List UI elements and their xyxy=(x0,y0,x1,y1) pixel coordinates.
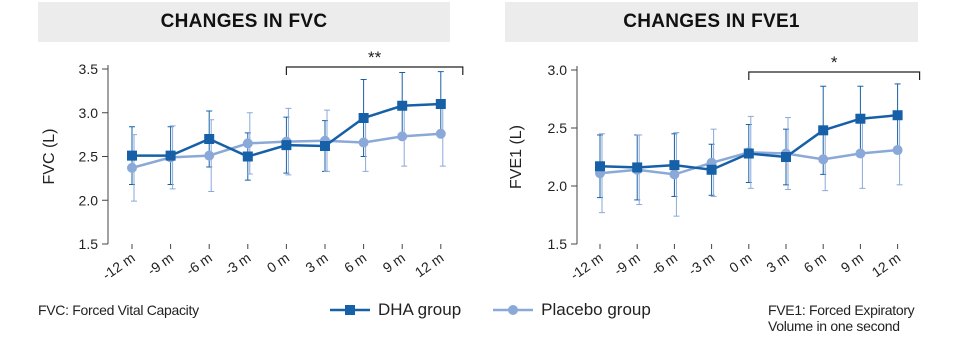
dha-data-point xyxy=(204,134,215,144)
x-tick-label: -9 m xyxy=(611,249,643,278)
x-tick-label: 6 m xyxy=(801,249,829,275)
x-tick-label: 3 m xyxy=(763,249,791,275)
placebo-data-point xyxy=(892,145,903,156)
dha-data-point xyxy=(706,164,717,175)
y-tick-label: 1.5 xyxy=(548,236,568,252)
placebo-data-point xyxy=(855,148,866,159)
y-tick-label: 3.0 xyxy=(79,105,99,121)
placebo-data-point xyxy=(435,128,446,139)
y-axis-label: FVE1 (L) xyxy=(508,125,525,189)
x-tick-label: 12 m xyxy=(869,249,904,280)
y-tick-label: 2.5 xyxy=(79,149,99,165)
dha-data-point xyxy=(818,125,829,136)
legend-label-placebo: Placebo group xyxy=(541,300,651,319)
placebo-data-point xyxy=(242,138,253,149)
y-axis-label: FVC (L) xyxy=(41,129,58,185)
y-tick-label: 1.5 xyxy=(79,236,99,252)
legend: DHA group Placebo group xyxy=(330,298,651,322)
x-tick-label: -12 m xyxy=(567,249,606,283)
placebo-legend-swatch xyxy=(493,305,534,315)
x-tick-label: 9 m xyxy=(838,249,866,275)
significance-bracket xyxy=(748,71,921,80)
fve1-chart: 1.5 2.0 2.5 3.0 FVE1 (L) -12 m -9 m -6 m -3 m 0 m… xyxy=(508,53,921,283)
placebo-data-point xyxy=(397,131,408,142)
legend-item-placebo: Placebo group xyxy=(493,300,651,320)
dha-data-point xyxy=(127,150,137,161)
dha-data-point xyxy=(281,140,292,151)
placebo-data-point xyxy=(669,169,680,180)
legend-label-dha: DHA group xyxy=(378,300,462,319)
dha-data-point xyxy=(595,161,605,172)
dha-data-point xyxy=(358,113,369,123)
dha-data-point xyxy=(320,141,330,151)
chart-title-fvc: CHANGES IN FVC xyxy=(38,2,450,42)
placebo-data-point xyxy=(358,137,369,148)
dha-data-point xyxy=(781,152,791,162)
significance-marker: * xyxy=(831,53,838,72)
footnote-fve1-line1: FVE1: Forced Expiratory xyxy=(768,302,915,318)
placebo-data-point xyxy=(204,150,215,161)
legend-item-dha: DHA group xyxy=(330,300,461,320)
x-tick-label: 0 m xyxy=(726,249,754,275)
dha-data-point xyxy=(242,151,253,162)
y-tick-label: 2.5 xyxy=(548,120,568,136)
dha-data-point xyxy=(743,148,754,159)
y-tick-label: 2.0 xyxy=(79,192,99,208)
chart-title-fve1: CHANGES IN FVE1 xyxy=(505,2,918,42)
placebo-data-point xyxy=(127,162,137,173)
significance-bracket xyxy=(285,66,464,75)
y-tick-label: 3.0 xyxy=(548,62,568,78)
dha-data-point xyxy=(435,99,446,109)
placebo-data-point xyxy=(818,154,829,165)
dha-data-point xyxy=(165,150,176,161)
footnote-fvc: FVC: Forced Vital Capacity xyxy=(38,302,199,318)
dha-data-point xyxy=(855,113,866,124)
significance-marker: ** xyxy=(368,48,382,67)
dha-data-point xyxy=(669,160,680,171)
y-tick-label: 2.0 xyxy=(548,178,568,194)
footnote-fve1-line2: Volume in one second xyxy=(768,318,900,334)
y-tick-label: 3.5 xyxy=(79,61,99,77)
dha-data-point xyxy=(397,100,408,111)
x-tick-label: -3 m xyxy=(685,249,717,278)
footnote-fve1: FVE1: Forced Expiratory Volume in one se… xyxy=(768,302,948,334)
dha-data-point xyxy=(632,162,643,173)
dha-data-point xyxy=(892,110,903,121)
x-tick-label: -6 m xyxy=(648,249,680,278)
dha-legend-swatch xyxy=(330,305,370,315)
